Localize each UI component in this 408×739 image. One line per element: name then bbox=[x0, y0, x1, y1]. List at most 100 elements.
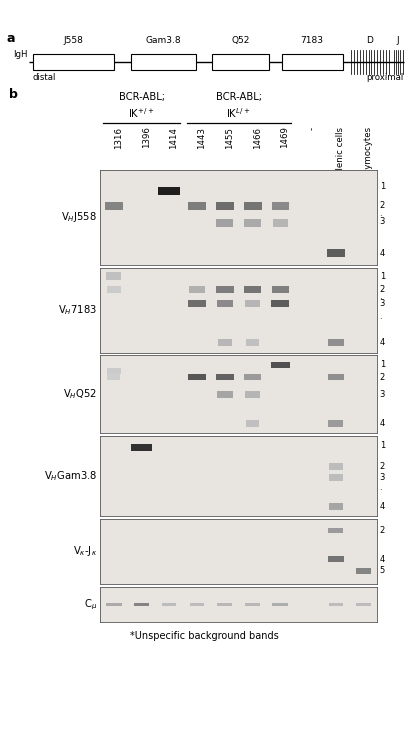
Bar bbox=[33, 54, 114, 70]
Bar bbox=[105, 202, 123, 210]
Text: 2: 2 bbox=[379, 462, 385, 471]
Bar bbox=[212, 54, 269, 70]
Bar bbox=[328, 374, 344, 381]
Text: 1443: 1443 bbox=[197, 126, 206, 149]
Text: C$_{\mu}$: C$_{\mu}$ bbox=[84, 597, 97, 612]
Bar bbox=[106, 286, 121, 293]
Bar bbox=[106, 273, 121, 279]
Bar bbox=[162, 603, 176, 606]
Bar bbox=[134, 603, 149, 606]
Bar bbox=[216, 374, 233, 381]
Bar bbox=[188, 202, 206, 210]
Text: 1396: 1396 bbox=[142, 126, 151, 149]
Bar bbox=[107, 368, 121, 374]
Bar bbox=[273, 219, 288, 227]
Text: 1466: 1466 bbox=[253, 126, 262, 149]
Text: 5: 5 bbox=[379, 566, 385, 575]
Text: b: b bbox=[9, 88, 18, 101]
Text: .: . bbox=[379, 292, 382, 301]
Text: 4: 4 bbox=[379, 419, 385, 428]
Text: 1: 1 bbox=[379, 183, 385, 191]
Text: DP Thymocytes: DP Thymocytes bbox=[364, 126, 373, 194]
Text: 1469: 1469 bbox=[280, 126, 289, 149]
Text: 2: 2 bbox=[379, 202, 385, 211]
Text: 4: 4 bbox=[379, 502, 385, 511]
Text: 1316: 1316 bbox=[114, 126, 123, 149]
Text: 3: 3 bbox=[379, 217, 385, 226]
Bar bbox=[328, 556, 344, 562]
Text: 1: 1 bbox=[379, 361, 385, 370]
Bar bbox=[246, 420, 259, 427]
Text: 4: 4 bbox=[379, 249, 385, 258]
Bar bbox=[328, 528, 343, 534]
Text: 2: 2 bbox=[379, 285, 385, 294]
Text: .: . bbox=[379, 209, 382, 218]
Bar bbox=[245, 299, 260, 307]
Text: proximal: proximal bbox=[367, 72, 404, 81]
Bar bbox=[188, 299, 206, 307]
Bar bbox=[216, 202, 234, 210]
Bar bbox=[271, 299, 289, 307]
Text: Q52: Q52 bbox=[231, 36, 250, 45]
Bar bbox=[190, 603, 204, 606]
Bar bbox=[327, 249, 344, 257]
Bar bbox=[273, 603, 288, 606]
Text: IgH: IgH bbox=[13, 50, 28, 59]
Bar bbox=[329, 503, 343, 510]
Text: V$_H$Q52: V$_H$Q52 bbox=[63, 387, 97, 401]
Bar bbox=[217, 391, 233, 398]
Text: J558: J558 bbox=[64, 36, 83, 45]
Text: 3: 3 bbox=[379, 473, 385, 482]
Text: -: - bbox=[308, 126, 317, 129]
Text: V$_H$7183: V$_H$7183 bbox=[58, 303, 97, 317]
Text: B220+ Splenic cells: B220+ Splenic cells bbox=[336, 126, 345, 213]
Bar bbox=[217, 603, 232, 606]
Text: 1: 1 bbox=[379, 441, 385, 450]
Bar bbox=[328, 338, 344, 346]
Bar bbox=[328, 463, 343, 470]
Text: J: J bbox=[397, 36, 399, 45]
Text: .: . bbox=[379, 313, 382, 321]
Text: D: D bbox=[366, 36, 373, 45]
Bar bbox=[272, 286, 289, 293]
Text: Gam3.8: Gam3.8 bbox=[145, 36, 181, 45]
Bar bbox=[188, 374, 206, 381]
Bar bbox=[271, 361, 290, 368]
Text: 7183: 7183 bbox=[301, 36, 324, 45]
Bar bbox=[282, 54, 343, 70]
Text: BCR-ABL;: BCR-ABL; bbox=[216, 92, 262, 103]
Text: 3: 3 bbox=[379, 299, 385, 307]
Text: a: a bbox=[6, 32, 15, 45]
Text: 1414: 1414 bbox=[169, 126, 178, 149]
Text: 2: 2 bbox=[379, 372, 385, 381]
Text: IK$^{+/+}$: IK$^{+/+}$ bbox=[129, 106, 155, 120]
Text: 2: 2 bbox=[379, 526, 385, 535]
Bar bbox=[246, 338, 259, 346]
Text: BCR-ABL;: BCR-ABL; bbox=[119, 92, 164, 103]
Bar bbox=[244, 374, 261, 381]
Bar bbox=[244, 286, 261, 293]
Text: 1: 1 bbox=[379, 271, 385, 281]
Text: *Unspecific background bands: *Unspecific background bands bbox=[130, 631, 278, 641]
Text: 3: 3 bbox=[379, 389, 385, 399]
Bar bbox=[106, 603, 122, 606]
Bar bbox=[216, 219, 233, 227]
Bar bbox=[216, 286, 233, 293]
Bar bbox=[131, 444, 153, 451]
Text: V$_{\kappa}$-J$_{\kappa}$: V$_{\kappa}$-J$_{\kappa}$ bbox=[73, 545, 97, 558]
Bar bbox=[328, 420, 343, 427]
Bar bbox=[217, 299, 233, 307]
Bar bbox=[131, 54, 196, 70]
Bar bbox=[245, 603, 260, 606]
Text: .: . bbox=[379, 483, 382, 491]
Text: V$_H$Gam3.8: V$_H$Gam3.8 bbox=[44, 469, 97, 483]
Bar bbox=[189, 286, 205, 293]
Bar bbox=[356, 603, 371, 606]
Bar bbox=[245, 391, 260, 398]
Text: 4: 4 bbox=[379, 338, 385, 347]
Bar bbox=[356, 568, 371, 573]
Bar bbox=[244, 219, 261, 227]
Bar bbox=[328, 603, 343, 606]
Text: IK$^{L/+}$: IK$^{L/+}$ bbox=[226, 106, 251, 120]
Bar bbox=[107, 374, 120, 381]
